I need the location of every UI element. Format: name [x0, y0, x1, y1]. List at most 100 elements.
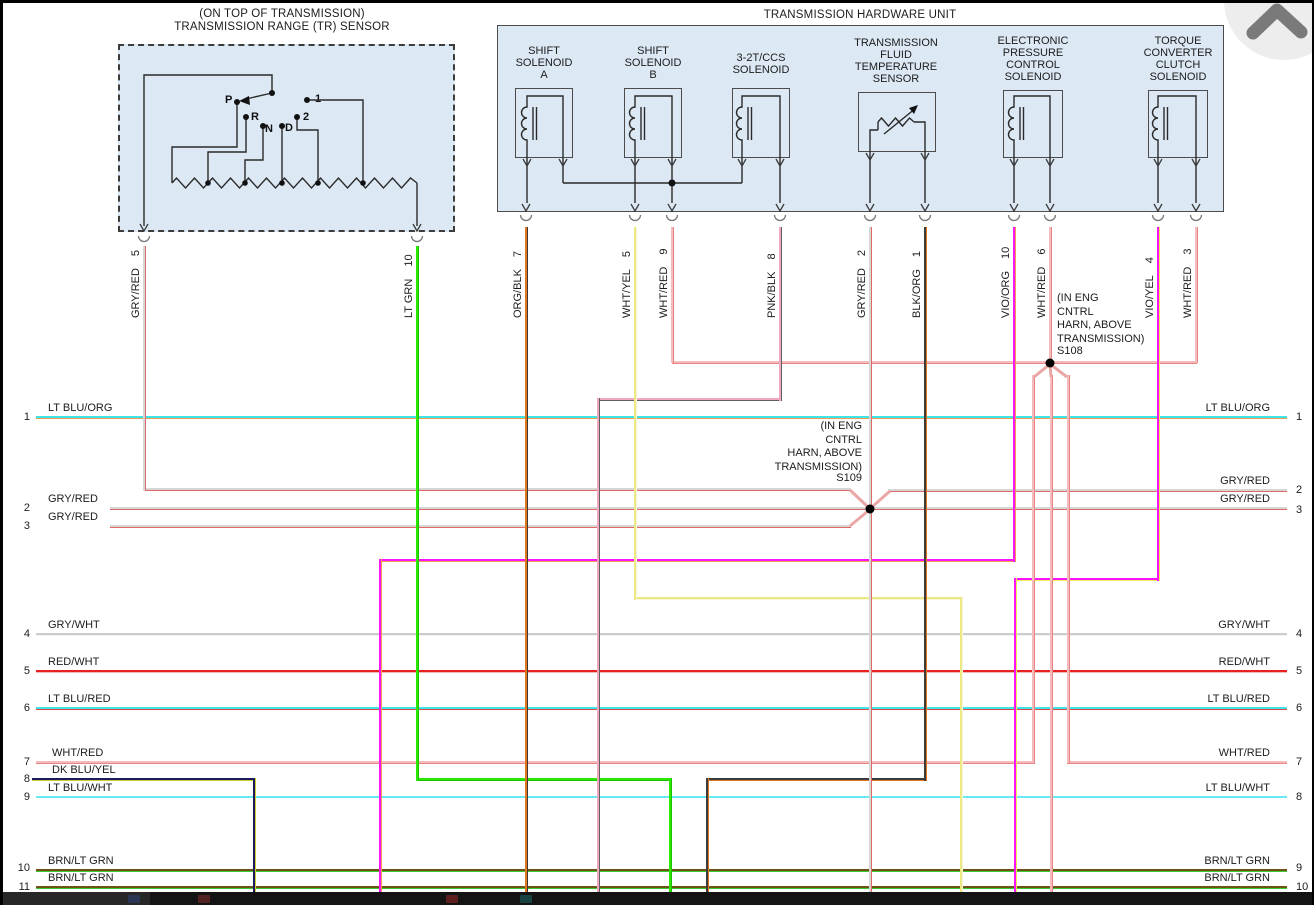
wire-segment	[36, 633, 1287, 636]
shift-solenoid-a-label: SHIFT SOLENOID A	[515, 45, 573, 81]
row-label-left: WHT/RED	[52, 747, 104, 759]
row-num-left: 4	[23, 628, 30, 640]
tcc-solenoid-box	[1148, 90, 1208, 158]
wire-segment	[706, 778, 709, 893]
tr-position-1: 1	[315, 93, 322, 105]
wire-segment	[416, 246, 419, 781]
row-label-right: RED/WHT	[1218, 656, 1270, 668]
wire-segment	[1067, 761, 1287, 764]
wire-segment	[1157, 227, 1160, 581]
row-label-left: DK BLU/YEL	[52, 764, 116, 776]
collapse-button[interactable]	[1220, 0, 1314, 70]
shift-solenoid-b-label: SHIFT SOLENOID B	[624, 45, 682, 81]
wire-segment	[1032, 375, 1035, 763]
wire-segment	[1049, 227, 1052, 361]
row-num-left: 10	[17, 862, 30, 874]
row-num-right: 5	[1296, 665, 1303, 677]
row-label-right: LT BLU/WHT	[1205, 782, 1270, 794]
wire-segment	[32, 778, 256, 781]
taskbar-icon[interactable]	[520, 895, 532, 903]
row-label-left: GRY/WHT	[48, 619, 100, 631]
row-label-right: GRY/RED	[1220, 475, 1270, 487]
wire-segment	[110, 525, 851, 528]
wire-segment	[36, 707, 1287, 710]
hardware-unit-title: TRANSMISSION HARDWARE UNIT	[763, 9, 957, 21]
splice-s108-note: (IN ENG CNTRL HARN, ABOVE TRANSMISSION)	[1057, 292, 1145, 345]
row-label-left: LT BLU/ORG	[48, 402, 113, 414]
row-label-right: BRN/LT GRN	[1204, 872, 1270, 884]
splice-s109-id: S109	[836, 472, 862, 484]
wire-segment	[671, 227, 674, 363]
wire-segment	[672, 361, 1197, 364]
wire-segment	[36, 416, 1287, 419]
row-label-left: BRN/LT GRN	[48, 872, 114, 884]
tr-position-r: R	[251, 111, 259, 123]
taskbar-icon[interactable]	[198, 895, 210, 903]
row-num-right: 6	[1296, 702, 1303, 714]
wire-segment	[380, 559, 1016, 562]
chevron-up-icon	[1246, 3, 1308, 40]
taskbar-icon[interactable]	[128, 895, 140, 903]
row-num-right: 10	[1296, 881, 1309, 893]
wire-segment	[417, 778, 672, 781]
wire-segment	[634, 227, 637, 600]
wire-segment	[779, 227, 782, 401]
row-label-right: LT BLU/ORG	[1205, 402, 1270, 414]
epc-solenoid-box	[1003, 90, 1063, 158]
wire-segment	[924, 227, 927, 781]
row-num-right: 7	[1296, 756, 1303, 768]
taskbar-left-segment	[0, 892, 150, 905]
tr-position-2: 2	[303, 111, 310, 123]
fluid-temp-sensor-box	[858, 92, 936, 152]
tr-sensor-title: TRANSMISSION RANGE (TR) SENSOR	[174, 21, 390, 33]
top-wire-label: BLK/ORG1	[911, 250, 923, 318]
wire-segment	[598, 398, 781, 401]
wire-segment	[525, 227, 528, 893]
wire-segment	[1014, 578, 1017, 893]
frame-edge	[1312, 0, 1314, 905]
wire-segment	[869, 512, 872, 893]
wire-segment	[379, 559, 382, 893]
row-num-left: 1	[23, 411, 30, 423]
wire-segment	[1050, 375, 1053, 893]
top-wire-label: GRY/RED2	[856, 249, 868, 318]
splice-s108-id: S108	[1057, 345, 1083, 357]
wire-segment	[1195, 227, 1198, 363]
3-2t-ccs-solenoid-box	[732, 88, 790, 158]
top-wire-label: VIO/ORG10	[1000, 246, 1012, 318]
shift-solenoid-a-box	[515, 88, 573, 158]
wire-segment	[960, 597, 963, 893]
row-num-left: 9	[23, 791, 30, 803]
row-label-right: WHT/RED	[1218, 747, 1270, 759]
frame-edge	[0, 0, 3, 905]
row-num-right: 3	[1296, 504, 1303, 516]
wire-segment	[36, 670, 1287, 673]
wire-segment	[253, 778, 256, 893]
top-wire-label: PNK/BLK8	[766, 253, 778, 318]
row-num-right: 9	[1296, 862, 1303, 874]
top-wire-label: WHT/YEL5	[621, 250, 633, 318]
row-num-left: 6	[23, 702, 30, 714]
row-label-left: GRY/RED	[48, 511, 98, 523]
row-label-left: LT BLU/WHT	[48, 782, 113, 794]
row-num-left: 5	[23, 665, 30, 677]
fluid-temp-sensor-label: TRANSMISSION FLUID TEMPERATURE SENSOR	[854, 37, 938, 85]
tcc-solenoid-label: TORQUE CONVERTER CLUTCH SOLENOID	[1143, 35, 1213, 83]
wire-segment	[635, 597, 962, 600]
row-num-left: 8	[23, 773, 30, 785]
row-num-right: 1	[1296, 411, 1303, 423]
row-num-left: 7	[23, 756, 30, 768]
row-label-right: LT BLU/RED	[1207, 693, 1270, 705]
row-label-left: BRN/LT GRN	[48, 855, 114, 867]
taskbar: 11:47	[0, 892, 1314, 905]
wire-segment	[1015, 578, 1159, 581]
wire-segment	[144, 488, 851, 491]
wire-segment	[143, 246, 146, 491]
row-num-left: 3	[23, 520, 30, 532]
top-wire-label: LT GRN10	[403, 254, 415, 318]
taskbar-icon[interactable]	[446, 895, 458, 903]
3-2t-ccs-solenoid-label: 3-2T/CCS SOLENOID	[732, 52, 790, 76]
top-wire-label: WHT/RED9	[658, 248, 670, 318]
wire-segment	[669, 778, 672, 893]
row-label-right: GRY/RED	[1220, 493, 1270, 505]
